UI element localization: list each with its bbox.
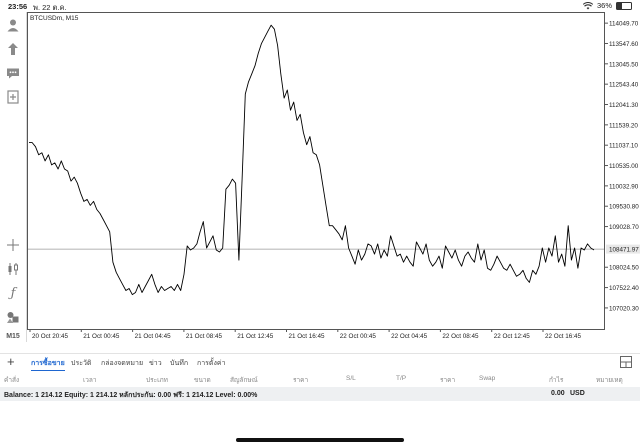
- x-tick-label: 22 Oct 08:45: [442, 333, 479, 340]
- wifi-icon: [582, 1, 593, 9]
- y-tick-label: 112543.40: [609, 82, 639, 89]
- y-tick-label: 110032.90: [609, 183, 639, 190]
- x-tick-label: 22 Oct 12:45: [494, 333, 531, 340]
- x-tick-label: 21 Oct 00:45: [83, 333, 120, 340]
- col-symbol: สัญลักษณ์: [230, 377, 258, 384]
- y-tick-label: 113045.50: [609, 61, 639, 68]
- price-chart[interactable]: 114049.70 113547.60 113045.50 112543.40 1120…: [27, 12, 640, 342]
- current-price-label-bg: [606, 244, 640, 254]
- y-tick-label: 112041.30: [609, 102, 639, 109]
- home-indicator: [236, 438, 404, 442]
- col-time: เวลา: [83, 377, 97, 384]
- x-tick-label: 21 Oct 08:45: [186, 333, 223, 340]
- col-price-current: ราคา: [440, 377, 456, 384]
- col-swap: Swap: [479, 375, 496, 382]
- battery-icon: [616, 1, 632, 10]
- x-tick-label: 21 Oct 12:45: [237, 333, 274, 340]
- price-series-line: [29, 24, 595, 296]
- status-time: 23:56: [8, 2, 28, 11]
- tab-settings[interactable]: การตั้งค่า: [197, 360, 226, 367]
- x-tick-label: 22 Oct 04:45: [391, 333, 428, 340]
- y-tick-label: 107020.30: [609, 305, 639, 312]
- balance-profit: 0.00: [551, 390, 565, 397]
- x-tick-label: 21 Oct 16:45: [289, 333, 326, 340]
- battery-percent: 36%: [596, 1, 612, 10]
- y-tick-label: 111539.20: [609, 122, 638, 129]
- col-volume: ขนาด: [194, 377, 211, 384]
- y-tick-label: 114049.70: [609, 21, 639, 28]
- account-icon[interactable]: [3, 15, 23, 35]
- indicators-icon[interactable]: ƒ: [10, 285, 16, 301]
- y-tick-label: 108024.50: [609, 265, 639, 272]
- tab-journal[interactable]: บันทึก: [170, 360, 189, 367]
- y-tick-label: 113547.60: [609, 41, 639, 48]
- balance-row: Balance: 1 214.12 Equity: 1 214.12 หลักป…: [0, 387, 640, 401]
- col-type: ประเภท: [146, 377, 168, 384]
- objects-icon[interactable]: [3, 307, 23, 327]
- x-tick-label: 22 Oct 16:45: [545, 333, 582, 340]
- tab-trade[interactable]: การซื้อขาย: [31, 358, 65, 371]
- chart-symbol-label: BTCUSDm, M15: [30, 15, 79, 22]
- balance-text: Balance: 1 214.12 Equity: 1 214.12 หลักป…: [4, 392, 258, 399]
- left-toolbar: ƒ M15: [0, 12, 27, 342]
- table-header: คำสั่ง เวลา ประเภท ขนาด สัญลักษณ์ ราคา S…: [0, 373, 640, 385]
- col-profit: กำไร: [549, 377, 564, 384]
- chart-canvas: 114049.70 113547.60 113045.50 112543.40 1120…: [27, 12, 640, 340]
- x-tick-label: 22 Oct 00:45: [340, 333, 377, 340]
- y-tick-label: 109530.80: [609, 204, 639, 211]
- new-order-icon[interactable]: [3, 87, 23, 107]
- candlestick-icon[interactable]: [3, 259, 23, 279]
- x-tick-label: 21 Oct 04:45: [135, 333, 172, 340]
- tab-news[interactable]: ข่าว: [149, 360, 162, 367]
- y-tick-label: 107522.40: [609, 285, 639, 292]
- timeframe-button[interactable]: M15: [6, 332, 20, 340]
- status-date: พ. 22 ต.ค.: [33, 3, 67, 12]
- battery-fill: [617, 2, 623, 9]
- panel-toggle-icon[interactable]: [620, 356, 632, 370]
- y-tick-label: 109028.70: [609, 224, 639, 231]
- toolbox-tabs: + การซื้อขาย ประวัติ กล่องจดหมาย ข่าว บั…: [0, 353, 640, 371]
- tab-history[interactable]: ประวัติ: [71, 360, 92, 367]
- crosshair-icon[interactable]: [3, 235, 23, 255]
- add-order-button[interactable]: +: [7, 354, 15, 369]
- col-order: คำสั่ง: [4, 377, 20, 384]
- tab-mailbox[interactable]: กล่องจดหมาย: [101, 360, 144, 367]
- x-tick-label: 20 Oct 20:45: [32, 333, 69, 340]
- status-right: 36%: [582, 1, 632, 10]
- col-sl: S/L: [346, 375, 356, 382]
- current-price-label: 108471.97: [609, 247, 639, 254]
- col-comment: หมายเหตุ: [596, 377, 623, 384]
- chat-icon[interactable]: [3, 63, 23, 83]
- balance-currency: USD: [570, 390, 585, 397]
- plot-frame: [27, 12, 605, 330]
- col-price: ราคา: [293, 377, 309, 384]
- y-tick-label: 110535.00: [609, 163, 639, 170]
- col-tp: T/P: [396, 375, 407, 382]
- status-bar: 23:56 พ. 22 ต.ค. 36%: [0, 0, 640, 12]
- trade-icon[interactable]: [3, 39, 23, 59]
- y-tick-label: 111037.10: [609, 143, 638, 150]
